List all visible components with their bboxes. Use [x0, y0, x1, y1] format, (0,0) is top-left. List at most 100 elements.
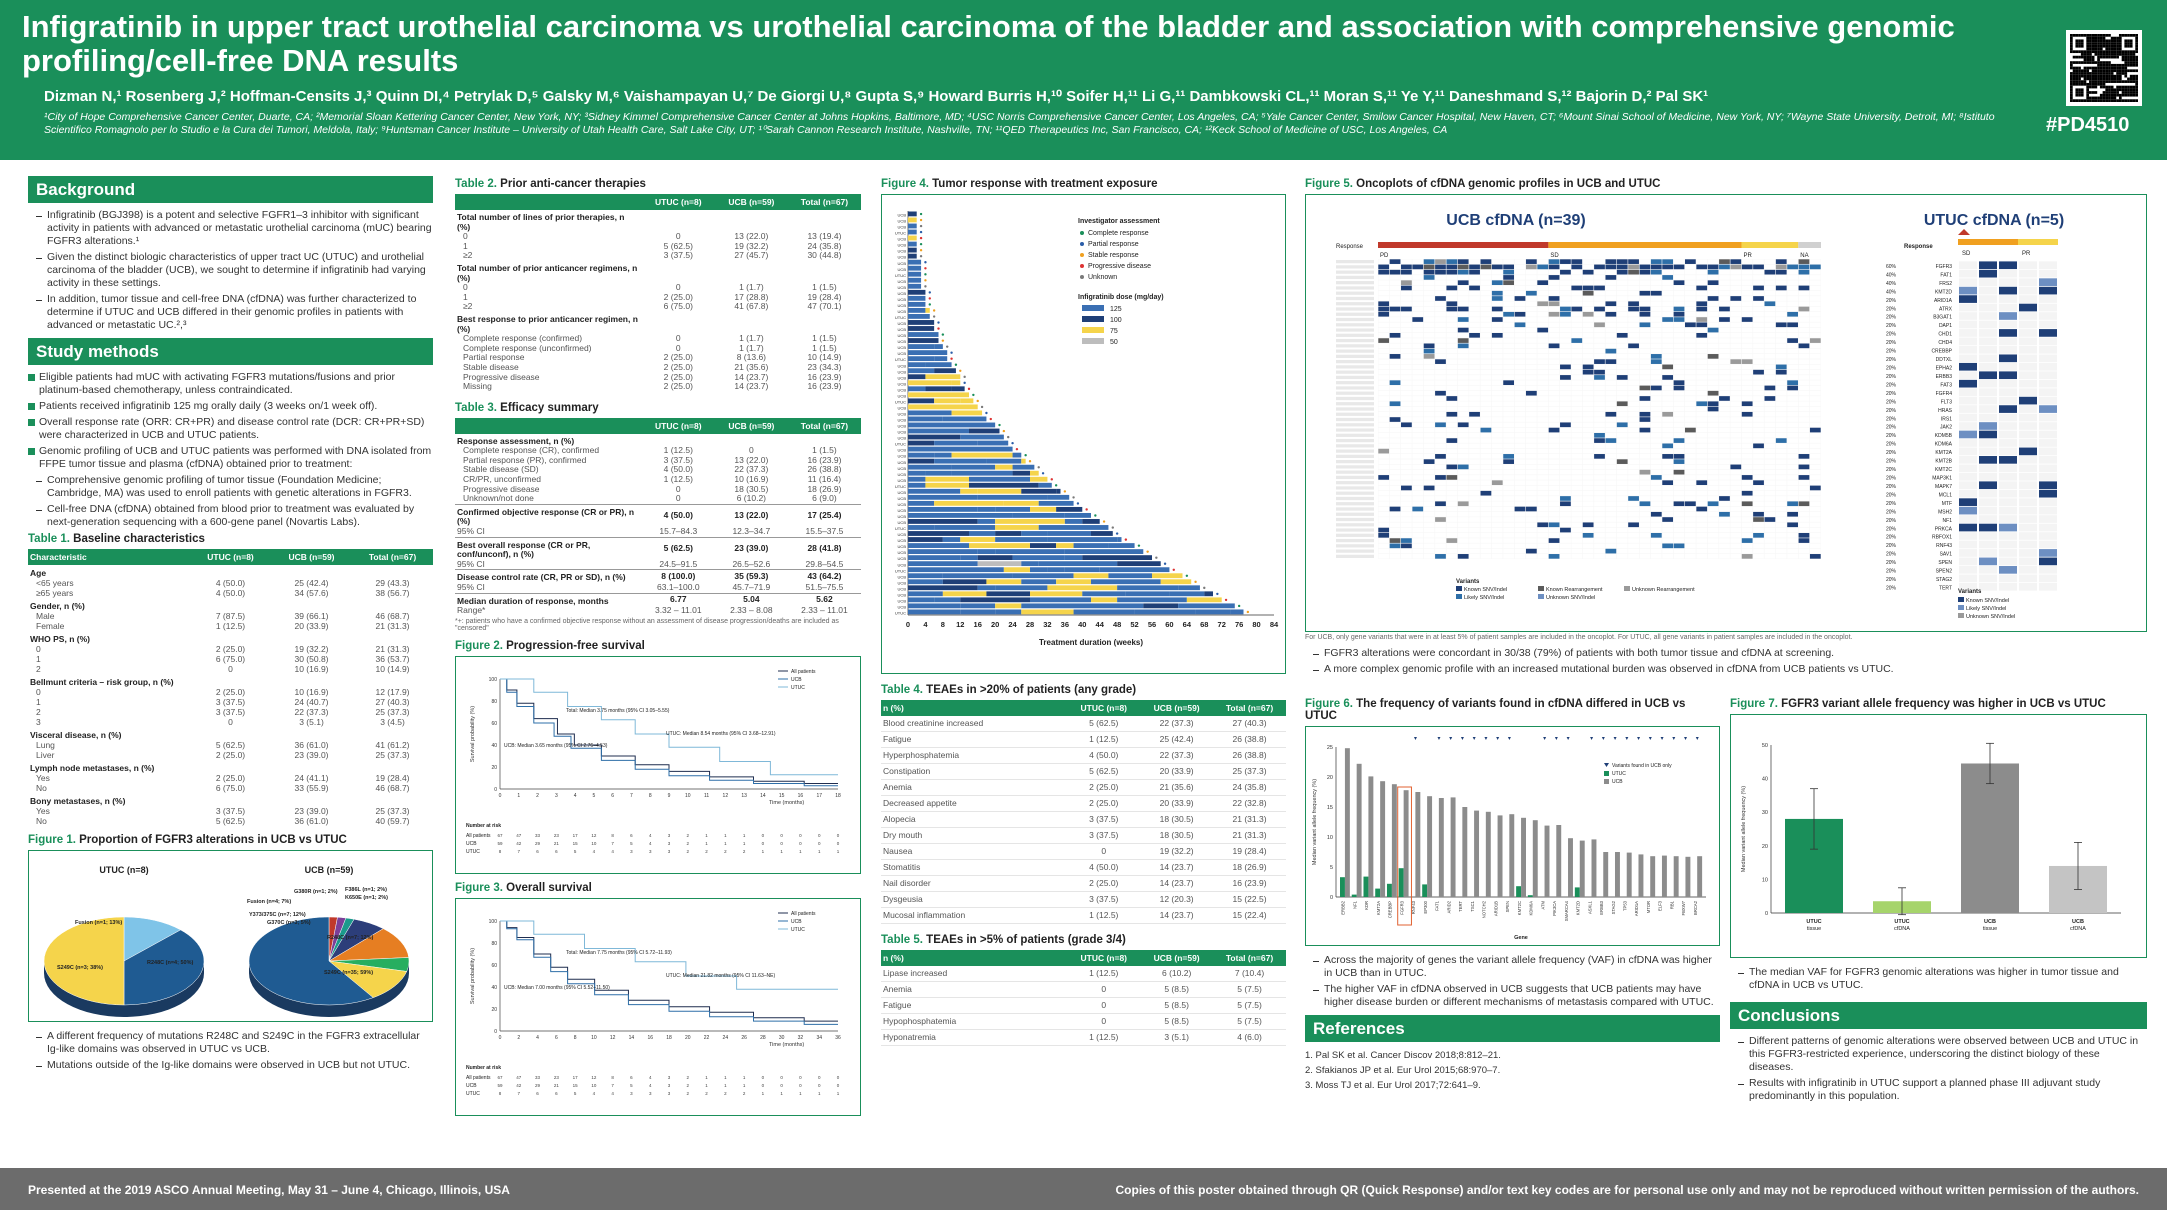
oncoplot-cell	[1480, 280, 1492, 286]
qr-module	[2070, 93, 2073, 97]
x-tick: FGFR3	[1399, 900, 1404, 914]
oncoplot-cell	[2019, 481, 2037, 490]
oncoplot-cell	[1605, 364, 1617, 370]
table-cell: 10 (14.9)	[375, 664, 410, 674]
oncoplot-cell	[1480, 364, 1492, 370]
swimmer-segment	[908, 398, 935, 404]
response-marker	[1015, 447, 1019, 451]
oncoplot-cell	[1514, 554, 1526, 559]
oncoplot-cell	[1582, 532, 1594, 538]
response-marker	[924, 273, 927, 276]
oncoplot-cell	[1684, 538, 1696, 543]
oncoplot-cell	[1707, 269, 1719, 275]
oncoplot-cell	[1741, 322, 1753, 328]
oncoplot-cell	[1412, 348, 1424, 354]
oncoplot-cell	[1435, 464, 1446, 470]
oncoplot-cell	[1503, 264, 1515, 270]
oncoplot-cell	[1707, 332, 1719, 338]
oncoplot-cell	[1730, 522, 1742, 528]
legend-label: UCB	[791, 919, 802, 925]
oncoplot-cell	[1412, 448, 1424, 454]
oncoplot-cell	[1469, 348, 1480, 354]
swimmer-segment	[1047, 531, 1091, 536]
oncoplot-cell	[1503, 364, 1515, 370]
patient-label: UCB	[898, 448, 907, 453]
oncoplot-cell	[1798, 464, 1810, 470]
oncoplot-cell	[1594, 285, 1605, 291]
oncoplot-cell	[1503, 485, 1515, 491]
response-marker	[1085, 508, 1088, 511]
oncoplot-cell	[1798, 317, 1810, 322]
oncoplot-cell	[1696, 338, 1708, 343]
qr-module	[2127, 34, 2130, 37]
oncoplot-cell	[2039, 354, 2057, 363]
x-axis-label: Time (months)	[769, 1042, 804, 1048]
oncoplot-cell	[1491, 317, 1503, 322]
qr-module	[2091, 66, 2095, 70]
qr-module	[2102, 61, 2106, 64]
oncoplot-cell	[1480, 338, 1492, 343]
oncoplot-cell	[1423, 427, 1435, 433]
oncoplot-cell	[1999, 464, 2017, 473]
x-tick: 76	[1235, 620, 1243, 629]
table-cell: 63.1–100.0	[657, 582, 700, 592]
qr-module	[2108, 50, 2111, 54]
risk-count: 2	[743, 849, 746, 854]
oncoplot-cell	[1491, 443, 1503, 449]
oncoplot-cell	[1707, 390, 1719, 396]
utuc-pct-label: 20%	[1886, 560, 1897, 566]
oncoplot-cell	[1999, 320, 2017, 329]
risk-count: 67	[497, 833, 503, 838]
risk-count: 6	[555, 1091, 558, 1096]
oncoplot-cell	[1401, 401, 1412, 407]
oncoplot-cell	[1582, 543, 1594, 549]
oncoplot-cell	[1525, 396, 1537, 401]
table-row: Hyperphosphatemia 4 (50.0) 22 (37.3) 26 (38…	[881, 747, 1286, 764]
qr-code[interactable]	[2066, 30, 2142, 106]
oncoplot-cell	[1469, 554, 1480, 559]
oncoplot-cell	[1673, 411, 1685, 417]
oncoplot-cell	[1775, 548, 1787, 554]
table-row: 95% CI 63.1–100.0 45.7–71.9 51.5–75.5	[455, 582, 861, 593]
oncoplot-cell	[1696, 543, 1708, 549]
oncoplot-cell	[1719, 411, 1730, 417]
oncoplot-cell	[1389, 311, 1401, 317]
risk-count: 7	[518, 849, 521, 854]
oncoplot-cell	[1537, 375, 1549, 380]
oncoplot-cell	[1423, 448, 1435, 454]
table-cell	[190, 674, 271, 687]
bar-utuc	[1340, 877, 1345, 897]
table-row: Response assessment, n (%)	[455, 434, 861, 447]
qr-module	[2086, 93, 2090, 97]
oncoplot-cell	[1639, 311, 1651, 317]
ucb-only-marker-icon	[1613, 737, 1617, 740]
oncoplot-cell	[1446, 275, 1458, 280]
qr-module	[2097, 58, 2100, 62]
gene-label-stub	[1336, 502, 1374, 506]
x-tick: 16	[647, 1035, 653, 1041]
qr-module	[2099, 72, 2103, 75]
risk-count: 4	[593, 1091, 596, 1096]
oncoplot-cell	[1707, 290, 1719, 296]
oncoplot-cell	[1412, 517, 1424, 522]
oncoplot-cell	[1548, 396, 1560, 401]
oncoplot-cell	[1401, 322, 1412, 328]
oncoplot-cell	[1696, 369, 1708, 375]
oncoplot-cell	[1673, 396, 1685, 401]
qr-module	[2129, 53, 2133, 56]
oncoplot-cell	[1753, 422, 1764, 428]
oncoplot-cell	[1616, 354, 1628, 359]
risk-count: 21	[554, 1083, 560, 1088]
oncoplot-cell	[1764, 548, 1776, 554]
oncoplot-cell	[1503, 343, 1515, 349]
response-marker	[950, 357, 953, 360]
oncoplot-cell	[1537, 469, 1549, 475]
table-cell: 1 (12.5)	[1067, 1029, 1141, 1046]
oncoplot-cell	[1650, 301, 1662, 307]
qr-module	[2089, 66, 2092, 70]
patient-label: UCB	[898, 375, 907, 380]
qr-module	[2099, 93, 2103, 97]
oncoplot-cell	[1412, 501, 1424, 507]
qr-module	[2086, 99, 2090, 102]
oncoplot-cell	[1707, 417, 1719, 422]
